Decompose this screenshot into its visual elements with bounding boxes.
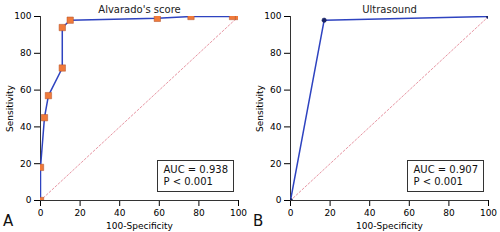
- svg-text:0: 0: [276, 195, 282, 205]
- html-text:P < 0.001: P < 0.001: [413, 176, 463, 187]
- svg-text:80: 80: [193, 208, 205, 218]
- svg-text:20: 20: [324, 208, 336, 218]
- html-text:AUC = 0.938: AUC = 0.938: [163, 164, 228, 175]
- svg-text:40: 40: [364, 208, 376, 218]
- html-text:B: B: [253, 212, 264, 230]
- svg-text:100: 100: [14, 11, 31, 21]
- svg-text:40: 40: [20, 122, 32, 132]
- svg-text:80: 80: [20, 48, 32, 58]
- svg-text:100: 100: [264, 11, 281, 21]
- svg-text:100: 100: [480, 208, 497, 218]
- svg-text:80: 80: [443, 208, 455, 218]
- svg-text:20: 20: [74, 208, 86, 218]
- svg-text:100: 100: [230, 208, 247, 218]
- html-text:AUC = 0.907: AUC = 0.907: [413, 164, 478, 175]
- svg-text:40: 40: [270, 122, 282, 132]
- svg-text:40: 40: [114, 208, 126, 218]
- svg-text:80: 80: [270, 48, 282, 58]
- svg-text:100-Specificity: 100-Specificity: [356, 221, 423, 231]
- svg-text:Alvarado's score: Alvarado's score: [98, 4, 180, 15]
- svg-text:Sensitivity: Sensitivity: [255, 84, 265, 132]
- svg-text:100-Specificity: 100-Specificity: [106, 221, 173, 231]
- html-text:A: A: [3, 212, 14, 230]
- svg-text:20: 20: [270, 159, 282, 169]
- svg-text:0: 0: [288, 208, 294, 218]
- svg-text:0: 0: [26, 195, 32, 205]
- svg-text:60: 60: [154, 208, 166, 218]
- svg-text:60: 60: [404, 208, 416, 218]
- svg-text:60: 60: [20, 85, 32, 95]
- html-text:P < 0.001: P < 0.001: [163, 176, 213, 187]
- svg-text:Ultrasound: Ultrasound: [362, 4, 417, 15]
- svg-text:Sensitivity: Sensitivity: [5, 84, 15, 132]
- svg-text:0: 0: [38, 208, 44, 218]
- svg-text:20: 20: [20, 159, 32, 169]
- svg-text:60: 60: [270, 85, 282, 95]
